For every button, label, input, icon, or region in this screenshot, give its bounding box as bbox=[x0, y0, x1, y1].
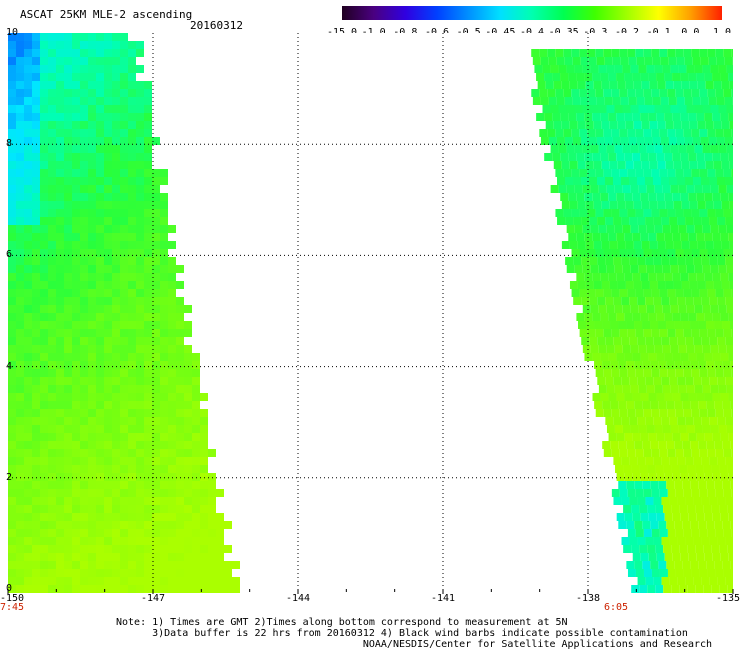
colorbar-label: 1.0 bbox=[712, 27, 732, 38]
axis-ticks bbox=[7, 589, 734, 594]
colorbar-label: -1.0 bbox=[361, 27, 386, 38]
colorbar-label: -0.8 bbox=[393, 27, 418, 38]
notes: Note: 1) Times are GMT 2)Times along bot… bbox=[116, 617, 712, 650]
note-line-1: Note: 1) Times are GMT 2)Times along bot… bbox=[116, 617, 568, 628]
lat-label: 6 bbox=[6, 249, 13, 261]
colorbar-label: -15.0 bbox=[326, 27, 358, 38]
lon-label: -138 bbox=[575, 593, 601, 604]
colorbar-label: -0.6 bbox=[424, 27, 450, 38]
colorbar-label: -0.4 bbox=[519, 27, 545, 38]
colorbar-label: -0.5 bbox=[456, 27, 481, 38]
colorbar-label: -0.45 bbox=[485, 27, 516, 38]
colorbar bbox=[342, 6, 722, 20]
lat-label: 2 bbox=[6, 471, 13, 483]
lon-label: -144 bbox=[285, 593, 311, 604]
colorbar-label: -0.35 bbox=[548, 27, 579, 38]
header-date: 20160312 bbox=[190, 19, 243, 32]
lon-label: -147 bbox=[140, 593, 166, 604]
colorbar-label: -0.3 bbox=[583, 27, 608, 38]
lat-label: 8 bbox=[6, 138, 13, 150]
header-title: ASCAT 25KM MLE-2 ascending bbox=[20, 8, 193, 21]
swath-cells bbox=[8, 33, 733, 593]
lat-label: 4 bbox=[6, 360, 13, 372]
note-line-3: NOAA/NESDIS/Center for Satellite Applica… bbox=[116, 639, 713, 650]
lon-label: -141 bbox=[430, 593, 456, 604]
time-left: 7:45 bbox=[0, 602, 25, 613]
colorbar-label: -0.1 bbox=[646, 27, 671, 38]
time-right: 6:05 bbox=[604, 602, 629, 613]
lon-label: -150 bbox=[0, 593, 25, 604]
colorbar-gradient bbox=[342, 6, 722, 20]
grid-lines bbox=[8, 33, 733, 589]
lon-label: -135 bbox=[715, 593, 740, 604]
lat-label: 10 bbox=[6, 27, 19, 38]
colorbar-label: -0.2 bbox=[614, 27, 640, 38]
lat-label: 0 bbox=[6, 583, 13, 594]
note-line-2: 3)Data buffer is 22 hrs from 20160312 4)… bbox=[116, 628, 688, 639]
colorbar-label: 0.0 bbox=[681, 27, 700, 38]
